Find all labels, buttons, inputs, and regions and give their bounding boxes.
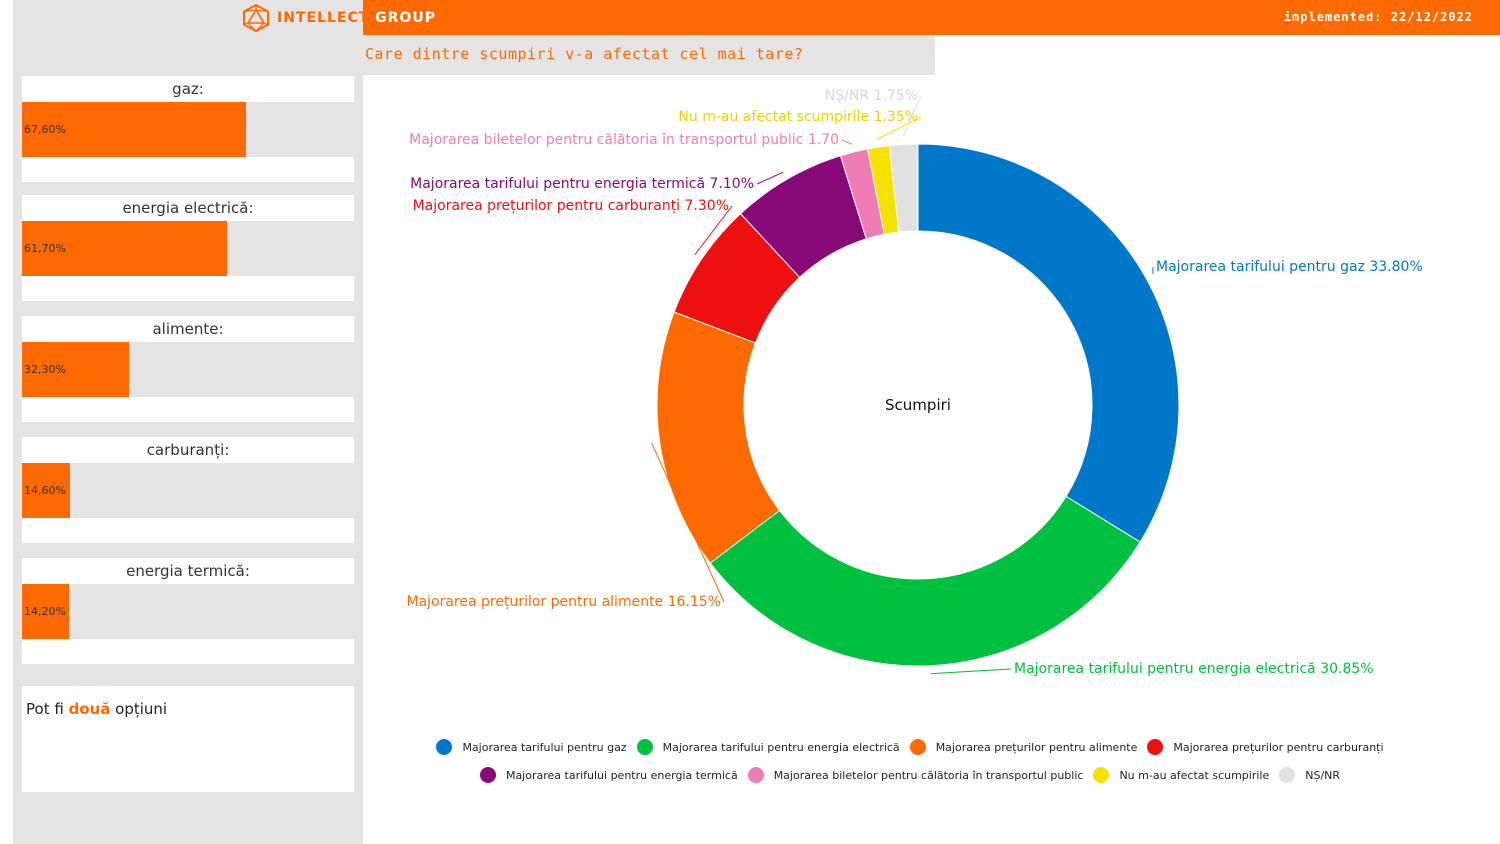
slice-data-label: Majorarea prețurilor pentru carburanți 7…	[413, 198, 729, 214]
legend-row-1: Majorarea tarifului pentru gaz Majorarea…	[370, 739, 1450, 755]
legend-item[interactable]: Majorarea prețurilor pentru alimente	[909, 739, 1138, 755]
legend-item[interactable]: Nu m-au afectat scumpirile	[1093, 767, 1269, 783]
donut-chart: Majorarea tarifului pentru gaz 33.80% Maj…	[406, 88, 1423, 677]
legend-dot-icon	[1093, 767, 1110, 783]
brand-name-part1: INTELLECT	[277, 10, 370, 26]
legend-item[interactable]: Majorarea biletelor pentru călătoria în …	[747, 767, 1084, 783]
slice-data-label: Nu m-au afectat scumpirile 1.35%	[678, 109, 918, 125]
icosahedron-logo-icon	[243, 4, 269, 32]
kpi-track: 14,20%	[22, 584, 354, 639]
legend-dot-icon	[436, 739, 453, 755]
legend-dot-icon	[636, 739, 653, 755]
legend-dot-icon	[479, 767, 496, 783]
kpi-label: alimente:	[152, 320, 224, 338]
kpi-fill	[22, 102, 247, 157]
donut-center-label: Scumpiri	[885, 396, 951, 414]
kpi-value: 67,60%	[24, 123, 66, 136]
slice-data-label: Majorarea tarifului pentru energia elect…	[1014, 661, 1374, 677]
kpi-value: 32,30%	[24, 363, 66, 376]
question-title: Care dintre scumpiri v-a afectat cel mai…	[363, 35, 935, 75]
top-bar: implemented: 22/12/2022	[363, 0, 1500, 35]
implemented-date: implemented: 22/12/2022	[1283, 10, 1473, 24]
kpi-fill	[22, 584, 70, 639]
label-leader-line	[841, 139, 853, 145]
label-leader-line	[902, 95, 922, 137]
kpi-fill	[22, 463, 71, 518]
kpi-fill	[22, 221, 227, 276]
legend-label: NȘ/NR	[1305, 768, 1341, 782]
kpi-label: energia electrică:	[122, 199, 254, 217]
kpi-card-energie-termica: energia termică: 14,20%	[22, 558, 354, 664]
note-text-after: opțiuni	[110, 700, 168, 718]
kpi-value: 14,20%	[24, 605, 66, 618]
legend-row-2: Majorarea tarifului pentru energia termi…	[370, 767, 1450, 783]
kpi-label: carburanți:	[146, 441, 230, 459]
legend-item[interactable]: Majorarea tarifului pentru energia elect…	[636, 739, 900, 755]
donut-slice[interactable]	[888, 143, 919, 233]
legend-label: Majorarea biletelor pentru călătoria în …	[773, 768, 1084, 782]
legend-label: Majorarea tarifului pentru gaz	[462, 740, 627, 754]
brand-logo: INTELLECT GROUP	[243, 4, 436, 32]
legend-dot-icon	[909, 739, 926, 755]
slice-data-label: Majorarea prețurilor pentru alimente 16.…	[406, 594, 721, 610]
legend-label: Nu m-au afectat scumpirile	[1119, 768, 1270, 782]
legend-item[interactable]: Majorarea tarifului pentru energia termi…	[479, 767, 738, 783]
legend-label: Majorarea prețurilor pentru carburanți	[1173, 740, 1384, 754]
label-leader-line	[876, 116, 922, 140]
legend-dot-icon	[1147, 739, 1164, 755]
legend-label: Majorarea tarifului pentru energia elect…	[662, 740, 900, 754]
legend-item[interactable]: Majorarea tarifului pentru gaz	[436, 739, 627, 755]
label-leader-line	[651, 443, 725, 603]
donut-slice[interactable]	[917, 143, 1180, 543]
kpi-card-energie-electrica: energia electrică: 61,70%	[22, 195, 354, 301]
legend-item[interactable]: NȘ/NR	[1279, 767, 1340, 783]
slice-data-label: Majorarea tarifului pentru energia termi…	[410, 176, 754, 192]
note-highlight: două	[68, 700, 111, 718]
legend-item[interactable]: Majorarea prețurilor pentru carburanți	[1147, 739, 1384, 755]
legend-dot-icon	[1279, 767, 1296, 783]
legend-label: Majorarea prețurilor pentru alimente	[935, 740, 1138, 754]
donut-slice[interactable]	[709, 495, 1141, 667]
brand-name-part2: GROUP	[375, 10, 436, 26]
kpi-label: energia termică:	[126, 562, 250, 580]
kpi-track: 32,30%	[22, 342, 354, 397]
kpi-card-carburanti: carburanți: 14,60%	[22, 437, 354, 543]
kpi-track: 61,70%	[22, 221, 354, 276]
slice-data-label: NȘ/NR 1.75%	[825, 88, 918, 104]
kpi-track: 67,60%	[22, 102, 354, 157]
slice-data-label: Majorarea biletelor pentru călătoria în …	[409, 132, 839, 148]
kpi-value: 61,70%	[24, 242, 66, 255]
label-leader-line	[756, 171, 784, 185]
options-note: Pot fi două opțiuni	[22, 686, 354, 792]
legend-dot-icon	[747, 767, 764, 783]
kpi-track: 14,60%	[22, 463, 354, 518]
slice-data-label: Majorarea tarifului pentru gaz 33.80%	[1156, 259, 1423, 275]
kpi-value: 14,60%	[24, 484, 66, 497]
kpi-card-gaz: gaz: 67,60%	[22, 76, 354, 182]
kpi-label: gaz:	[172, 80, 204, 98]
kpi-fill	[22, 342, 130, 397]
kpi-card-alimente: alimente: 32,30%	[22, 316, 354, 422]
label-leader-line	[694, 205, 733, 255]
label-leader-line	[931, 668, 1012, 675]
legend-label: Majorarea tarifului pentru energia termi…	[505, 768, 738, 782]
note-text-before: Pot fi	[26, 700, 69, 718]
